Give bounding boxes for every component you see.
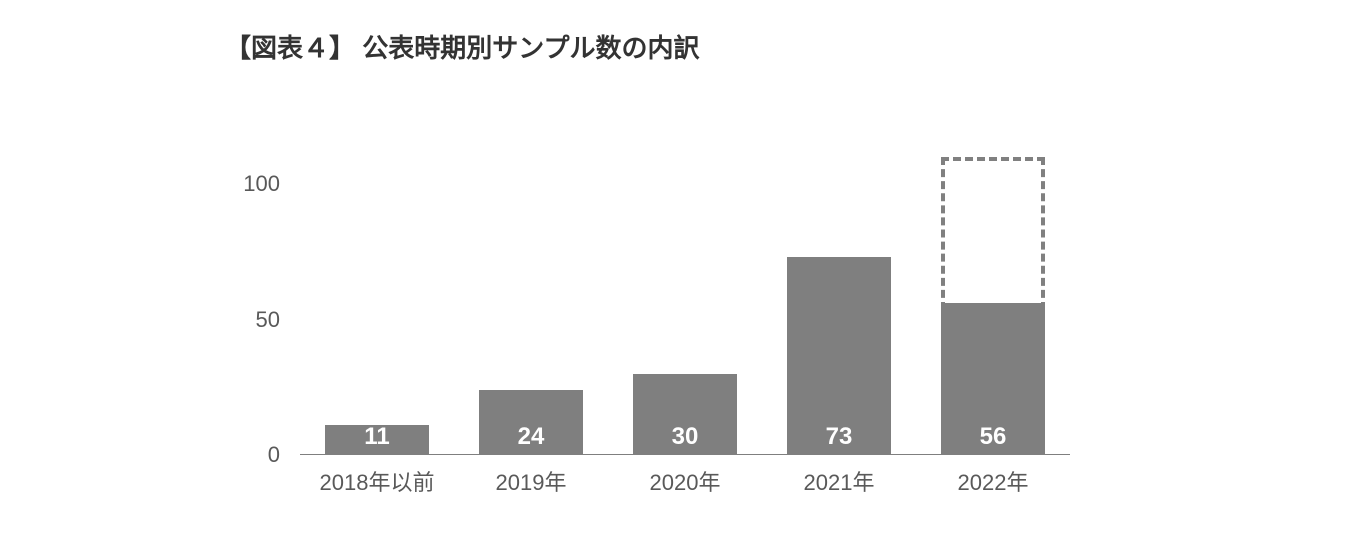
x-tick-label: 2019年 [454,465,608,497]
figure-container: 【図表４】 公表時期別サンプル数の内訳 050100112018年以前24201… [0,0,1367,538]
x-tick-label: 2022年 [916,465,1070,497]
bar: 56 [941,303,1046,455]
chart-title: 【図表４】 公表時期別サンプル数の内訳 [225,28,699,65]
y-tick-label: 0 [220,442,280,468]
x-tick-label: 2020年 [608,465,762,497]
bar: 24 [479,390,584,455]
y-tick-label: 50 [220,307,280,333]
bar-value-label: 30 [633,423,738,451]
plot-area: 050100112018年以前242019年302020年732021年5620… [300,130,1070,455]
x-tick-label: 2021年 [762,465,916,497]
bar: 30 [633,374,738,455]
bar: 11 [325,425,430,455]
x-tick-label: 2018年以前 [300,465,454,497]
bar: 73 [787,257,892,455]
y-tick-label: 100 [220,171,280,197]
bar-value-label: 11 [325,423,430,451]
bar-value-label: 73 [787,423,892,451]
bar-value-label: 56 [941,423,1046,451]
bar-chart: 050100112018年以前242019年302020年732021年5620… [300,130,1070,505]
bar-value-label: 24 [479,423,584,451]
